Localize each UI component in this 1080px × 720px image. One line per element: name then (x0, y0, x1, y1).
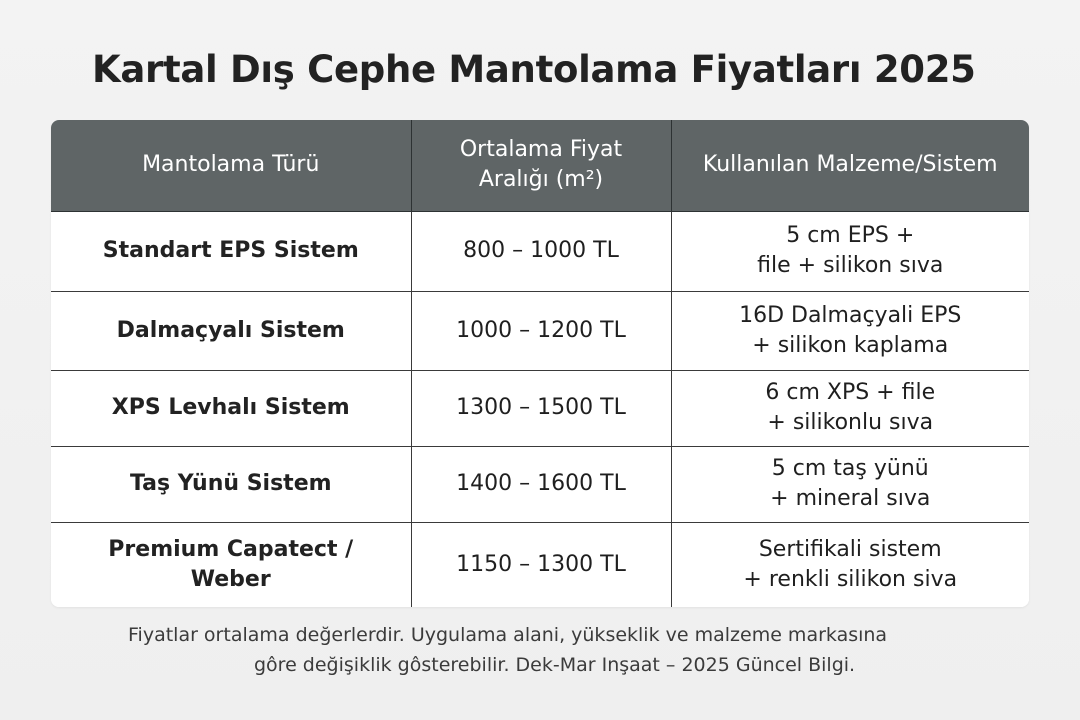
table-row: Taş Yünü Sistem 1400 – 1600 TL 5 cm taş … (51, 446, 1029, 523)
cell-material-line-1: 6 cm XPS + file (765, 380, 936, 405)
table-row: Standart EPS Sistem 800 – 1000 TL 5 cm E… (51, 211, 1029, 292)
cell-type: Dalmaçyalı Sistem (51, 291, 412, 371)
cell-type: XPS Levhalı Sistem (51, 370, 412, 447)
cell-type-line-2: Weber (190, 566, 271, 592)
table-row: Dalmaçyalı Sistem 1000 – 1200 TL 16D Dal… (51, 291, 1029, 371)
cell-type-line: Standart EPS Sistem (102, 238, 359, 263)
header-type-line: Mantolama Türü (142, 152, 320, 178)
table-row: XPS Levhalı Sistem 1300 – 1500 TL 6 cm X… (51, 370, 1029, 447)
cell-material-line-2: + silikonlu sıva (767, 410, 934, 435)
cell-material: 6 cm XPS + file + silikonlu sıva (671, 370, 1029, 447)
footnote: Fiyatlar ortalama değerlerdir. Uygulama … (60, 620, 1020, 680)
cell-material-line-2: + renkli silikon siva (743, 566, 958, 592)
header-price: Ortalama Fiyat Aralığı (m²) (411, 120, 672, 212)
cell-type-line: Taş Yünü Sistem (129, 471, 332, 496)
cell-price: 1400 – 1600 TL (411, 446, 672, 523)
price-table: Mantolama Türü Ortalama Fiyat Aralığı (m… (51, 120, 1029, 607)
table-body: Standart EPS Sistem 800 – 1000 TL 5 cm E… (51, 211, 1029, 607)
cell-price: 1300 – 1500 TL (411, 370, 672, 447)
header-type: Mantolama Türü (51, 120, 412, 212)
page-title: Kartal Dış Cephe Mantolama Fiyatları 202… (92, 48, 976, 91)
footnote-line-2: gôre değişiklik gôsterebilir. Dek-Mar In… (254, 654, 856, 676)
cell-type: Premium Capatect / Weber (51, 522, 412, 607)
cell-material-line-2: + silikon kaplama (752, 332, 949, 358)
price-table-card: Mantolama Türü Ortalama Fiyat Aralığı (m… (51, 120, 1029, 607)
footnote-line-1: Fiyatlar ortalama değerlerdir. Uygulama … (128, 624, 888, 646)
cell-material-line-1: 16D Dalmaçyali EPS (739, 302, 962, 328)
cell-material-line-2: + mineral sıva (770, 486, 931, 511)
cell-material: 5 cm EPS + file + silikon sıva (671, 211, 1029, 292)
cell-material-line-1: 5 cm taş yünü (771, 456, 929, 481)
header-price-line-1: Ortalama Fiyat (459, 137, 623, 163)
cell-price: 1000 – 1200 TL (411, 291, 672, 371)
cell-price: 800 – 1000 TL (411, 211, 672, 292)
header-row: Mantolama Türü Ortalama Fiyat Aralığı (m… (51, 120, 1029, 212)
cell-price: 1150 – 1300 TL (411, 522, 672, 607)
cell-material: 16D Dalmaçyali EPS + silikon kaplama (671, 291, 1029, 371)
header-material-line: Kullanılan Malzeme/Sistem (702, 152, 998, 178)
cell-material-line-1: Sertifikali sistem (758, 536, 942, 562)
cell-type: Taş Yünü Sistem (51, 446, 412, 523)
cell-type-line-1: Premium Capatect / (108, 536, 354, 562)
cell-material-line-1: 5 cm EPS + (786, 223, 915, 248)
header-price-line-2: Aralığı (m²) (478, 167, 604, 193)
cell-material: 5 cm taş yünü + mineral sıva (671, 446, 1029, 523)
header-material: Kullanılan Malzeme/Sistem (671, 120, 1029, 212)
cell-type-line: Dalmaçyalı Sistem (116, 317, 345, 343)
cell-type-line: XPS Levhalı Sistem (111, 395, 350, 420)
table-header: Mantolama Türü Ortalama Fiyat Aralığı (m… (51, 120, 1029, 212)
table-row: Premium Capatect / Weber 1150 – 1300 TL … (51, 522, 1029, 607)
cell-material-line-2: file + silikon sıva (757, 253, 944, 278)
cell-type: Standart EPS Sistem (51, 211, 412, 292)
cell-material: Sertifikali sistem + renkli silikon siva (671, 522, 1029, 607)
